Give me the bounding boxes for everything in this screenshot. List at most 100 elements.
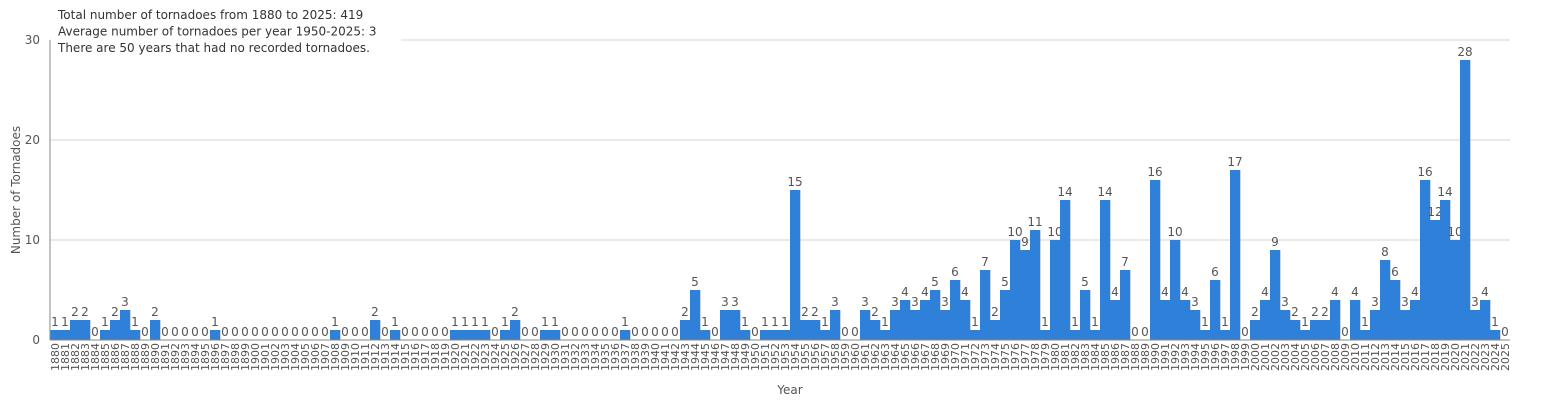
- value-label: 0: [251, 325, 259, 339]
- x-tick-label: 1979: [1039, 343, 1052, 371]
- x-tick-label: 1907: [319, 343, 332, 371]
- bar: [800, 320, 811, 340]
- x-tick-label: 1939: [639, 343, 652, 371]
- bar: [1280, 310, 1291, 340]
- value-label: 28: [1457, 45, 1472, 59]
- x-tick-label: 1972: [969, 343, 982, 371]
- value-label: 4: [1161, 285, 1169, 299]
- bar: [1360, 330, 1371, 340]
- value-label: 2: [1321, 305, 1329, 319]
- x-tick-label: 2022: [1469, 343, 1482, 371]
- x-tick-label: 1980: [1049, 343, 1062, 371]
- x-tick-label: 1934: [589, 343, 602, 371]
- x-tick-label: 1998: [1229, 343, 1242, 371]
- value-label: 0: [851, 325, 859, 339]
- x-tick-label: 2024: [1489, 343, 1502, 371]
- bar: [1090, 330, 1101, 340]
- x-tick-label: 1963: [879, 343, 892, 371]
- bar: [1310, 320, 1321, 340]
- x-tick-label: 1944: [689, 343, 702, 371]
- bar: [1440, 200, 1451, 340]
- value-label: 0: [361, 325, 369, 339]
- value-label: 0: [601, 325, 609, 339]
- value-label: 14: [1437, 185, 1452, 199]
- x-tick-label: 1958: [829, 343, 842, 371]
- x-tick-label: 1985: [1099, 343, 1112, 371]
- value-label: 1: [821, 315, 829, 329]
- x-tick-label: 2013: [1379, 343, 1392, 371]
- x-tick-label: 1884: [89, 343, 102, 371]
- x-tick-label: 1990: [1149, 343, 1162, 371]
- x-tick-label: 2000: [1249, 343, 1262, 371]
- value-label: 1: [471, 315, 479, 329]
- bar: [780, 330, 791, 340]
- value-label: 0: [531, 325, 539, 339]
- x-tick-label: 1968: [929, 343, 942, 371]
- x-tick-label: 1882: [69, 343, 82, 371]
- x-tick-label: 1974: [989, 343, 1002, 371]
- value-label: 4: [961, 285, 969, 299]
- value-label: 0: [281, 325, 289, 339]
- bar: [820, 330, 831, 340]
- value-label: 0: [181, 325, 189, 339]
- x-tick-label: 1890: [149, 343, 162, 371]
- x-tick-label: 1916: [409, 343, 422, 371]
- bar: [450, 330, 461, 340]
- bar: [720, 310, 731, 340]
- bar: [730, 310, 741, 340]
- value-label: 0: [221, 325, 229, 339]
- bar: [900, 300, 911, 340]
- bar: [330, 330, 341, 340]
- bar: [1060, 200, 1071, 340]
- bar: [540, 330, 551, 340]
- x-tick-label: 1880: [49, 343, 62, 371]
- value-label: 0: [341, 325, 349, 339]
- x-tick-label: 1987: [1119, 343, 1132, 371]
- value-label: 7: [981, 255, 989, 269]
- bar: [1040, 330, 1051, 340]
- value-label: 2: [511, 305, 519, 319]
- y-tick-label: 30: [25, 33, 40, 47]
- bar: [680, 320, 691, 340]
- x-tick-label: 1892: [169, 343, 182, 371]
- value-label: 0: [591, 325, 599, 339]
- value-label: 1: [1491, 315, 1499, 329]
- bar: [1100, 200, 1111, 340]
- x-tick-label: 1965: [899, 343, 912, 371]
- bar: [1190, 310, 1201, 340]
- x-tick-label: 2005: [1299, 343, 1312, 371]
- bar: [1170, 240, 1181, 340]
- x-tick-label: 1902: [269, 343, 282, 371]
- x-tick-label: 1994: [1189, 343, 1202, 371]
- value-label: 2: [71, 305, 79, 319]
- bar: [1370, 310, 1381, 340]
- x-tick-label: 1997: [1219, 343, 1232, 371]
- value-label: 5: [1081, 275, 1089, 289]
- x-tick-label: 1926: [509, 343, 522, 371]
- bar: [1450, 240, 1461, 340]
- value-label: 0: [641, 325, 649, 339]
- bar: [1270, 250, 1281, 340]
- x-axis-title: Year: [776, 383, 802, 397]
- value-label: 15: [787, 175, 802, 189]
- x-tick-label: 1925: [499, 343, 512, 371]
- value-label: 2: [151, 305, 159, 319]
- value-label: 1: [51, 315, 59, 329]
- x-tick-label: 1946: [709, 343, 722, 371]
- bar: [1110, 300, 1121, 340]
- x-tick-label: 1953: [779, 343, 792, 371]
- x-tick-label: 1921: [459, 343, 472, 371]
- x-tick-label: 1947: [719, 343, 732, 371]
- x-tick-label: 1976: [1009, 343, 1022, 371]
- value-label: 0: [241, 325, 249, 339]
- x-tick-label: 1975: [999, 343, 1012, 371]
- x-tick-label: 1986: [1109, 343, 1122, 371]
- bar: [1330, 300, 1341, 340]
- value-label: 1: [101, 315, 109, 329]
- x-tick-label: 1904: [289, 343, 302, 371]
- x-tick-label: 1928: [529, 343, 542, 371]
- value-label: 3: [1401, 295, 1409, 309]
- bar: [80, 320, 91, 340]
- value-label: 3: [1281, 295, 1289, 309]
- x-tick-label: 1888: [129, 343, 142, 371]
